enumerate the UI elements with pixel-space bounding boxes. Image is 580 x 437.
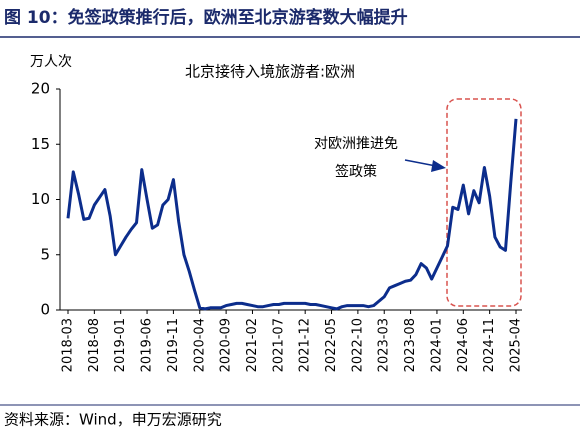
annotation: 签政策	[335, 163, 377, 180]
x-tick-label: 2018-03	[61, 318, 76, 372]
y-tick-label: 0	[40, 301, 50, 319]
y-tick-label: 5	[40, 245, 50, 263]
x-tick-label: 2024-06	[456, 318, 471, 372]
x-tick-label: 2021-07	[271, 318, 286, 372]
x-tick-label: 2023-08	[403, 318, 418, 372]
x-tick-label: 2022-10	[350, 318, 365, 372]
data-line	[66, 118, 518, 311]
x-tick-label: 2025-04	[509, 318, 524, 372]
x-tick-label: 2018-08	[87, 318, 102, 372]
y-tick-label: 20	[31, 80, 50, 98]
chart-title: 图 10：免签政策推行后，欧洲至北京游客数大幅提升	[4, 7, 408, 28]
y-tick-label: 15	[31, 135, 50, 153]
x-tick-label: 2020-09	[219, 318, 234, 372]
arrow-head	[431, 160, 446, 172]
annotation-arrow	[404, 159, 437, 167]
source: 资料来源：Wind，申万宏源研究	[4, 411, 222, 429]
x-tick-label: 2022-05	[324, 318, 339, 372]
x-tick-label: 2021-02	[245, 318, 260, 372]
x-tick-label: 2024-11	[482, 318, 497, 372]
x-tick-label: 2020-04	[192, 318, 207, 372]
highlight-box	[446, 98, 522, 307]
y-tick-label: 10	[31, 190, 50, 208]
x-tick-label: 2019-11	[166, 318, 181, 372]
x-tick-label: 2019-06	[140, 318, 155, 372]
x-tick-label: 2024-01	[429, 318, 444, 372]
x-tick-label: 2023-03	[377, 318, 392, 372]
x-tick-label: 2021-12	[298, 318, 313, 372]
y-unit: 万人次	[30, 54, 72, 70]
chart-subtitle: 北京接待入境旅游者:欧洲	[185, 63, 355, 81]
x-tick-label: 2019-01	[113, 318, 128, 372]
annotation: 对欧洲推进免	[314, 136, 398, 152]
